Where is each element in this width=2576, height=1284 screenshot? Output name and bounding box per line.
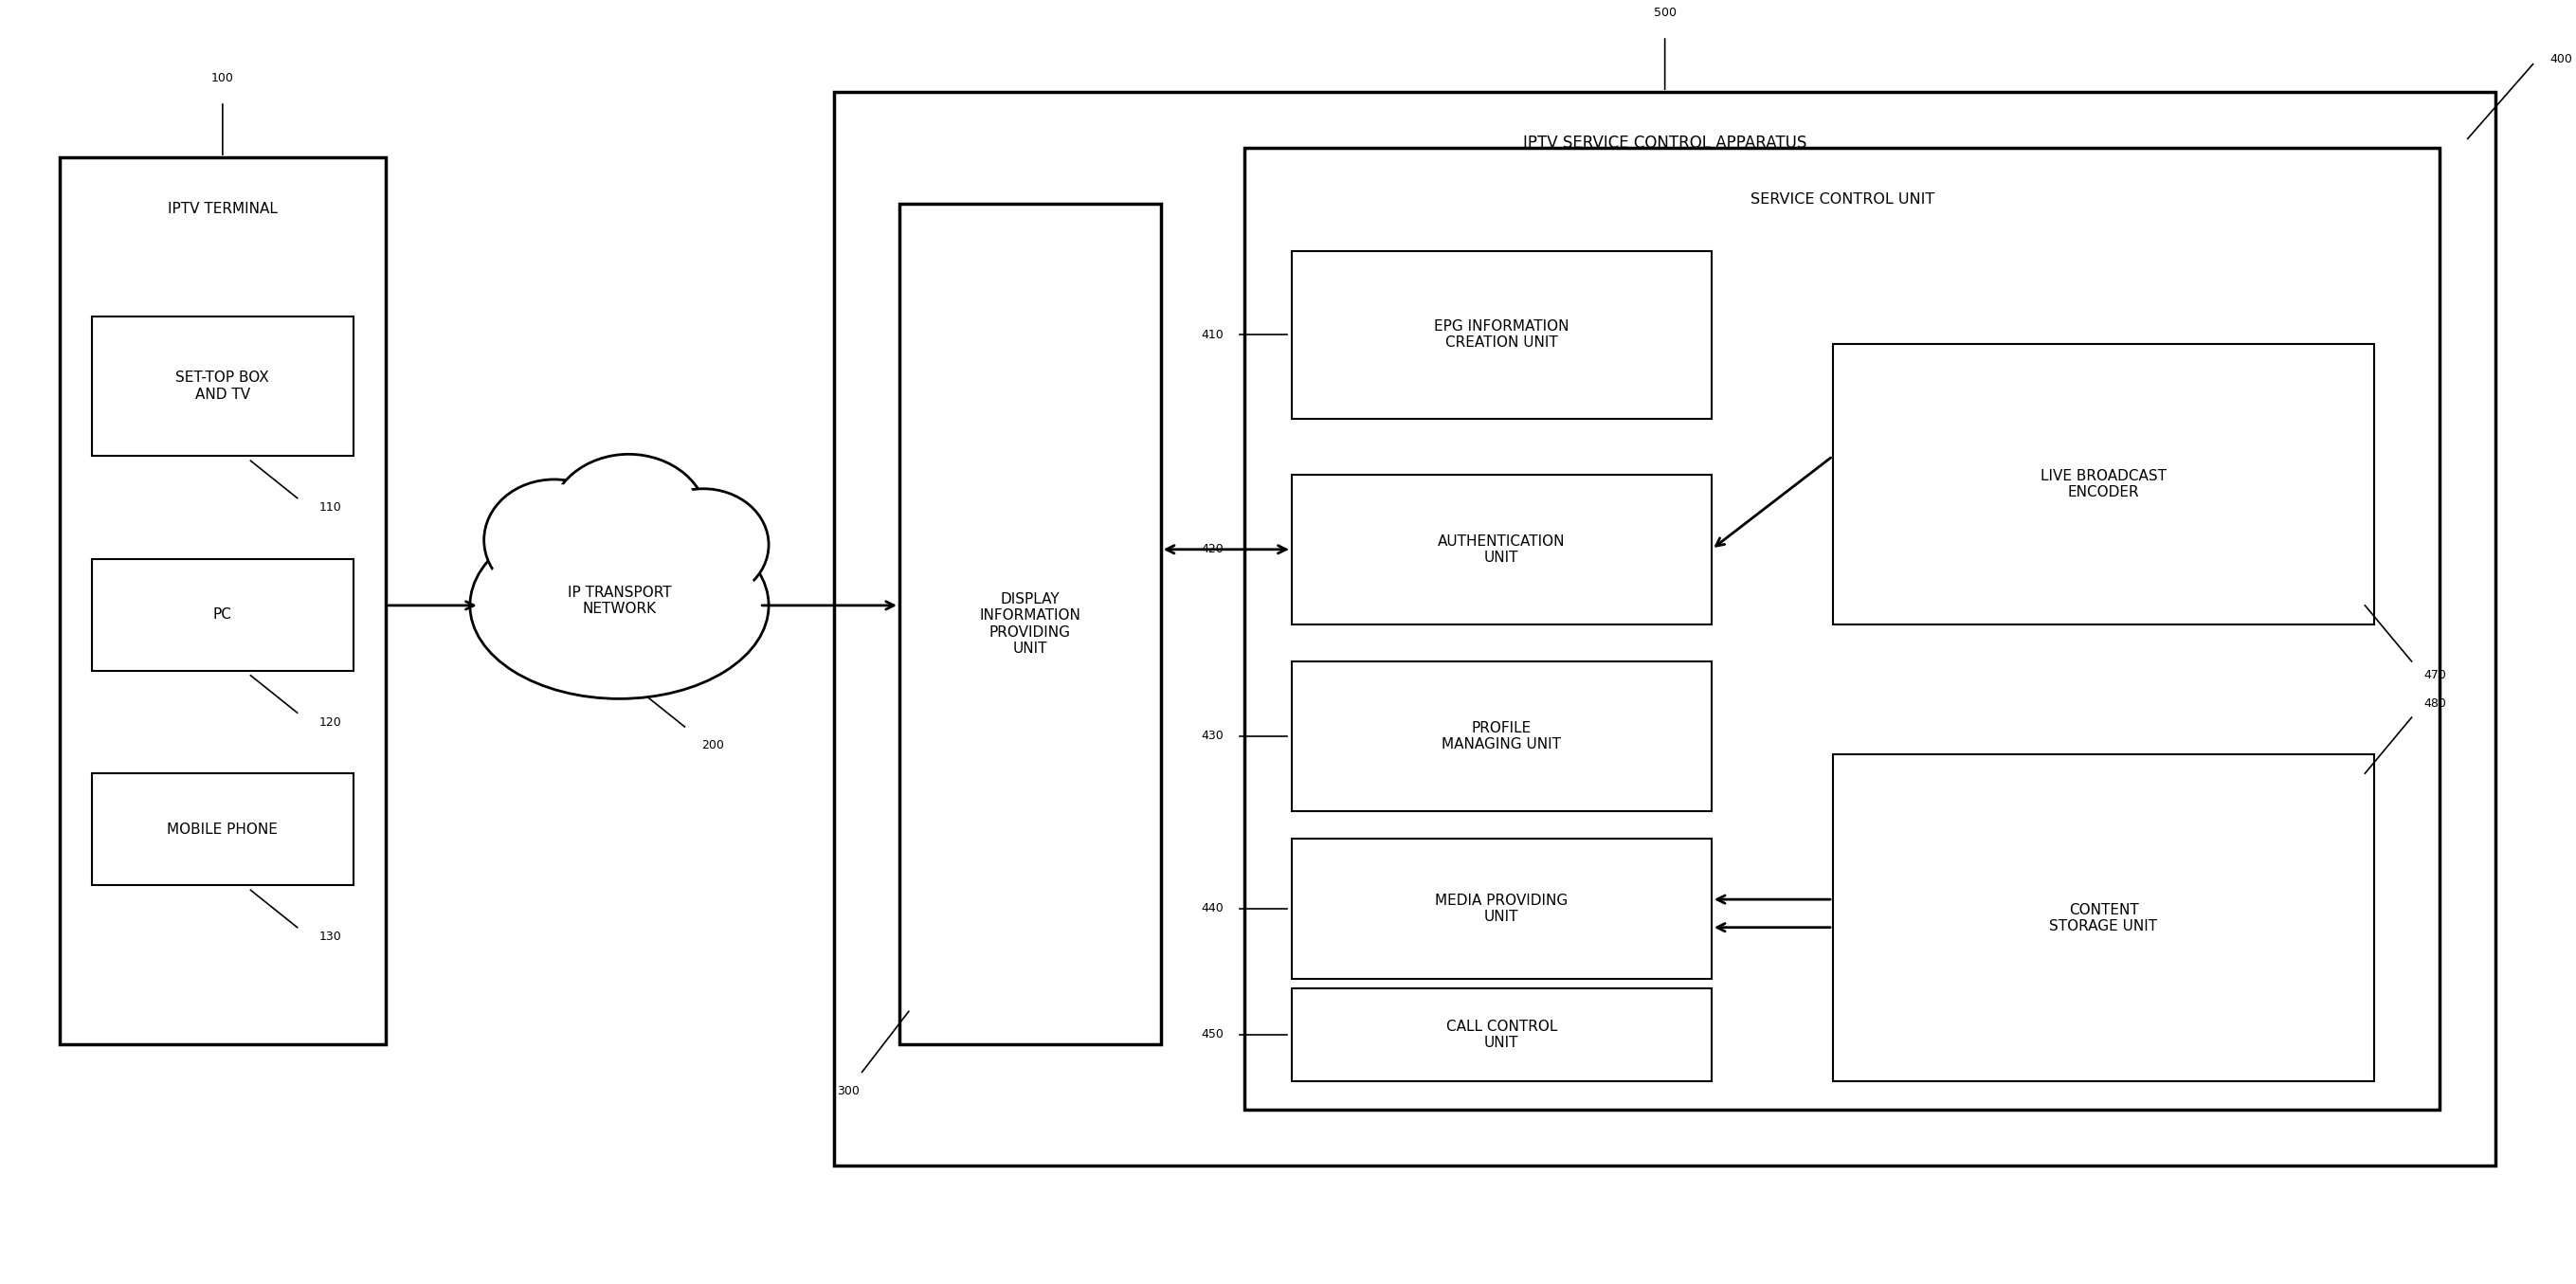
Text: IP TRANSPORT
NETWORK: IP TRANSPORT NETWORK bbox=[567, 586, 672, 616]
Text: PROFILE
MANAGING UNIT: PROFILE MANAGING UNIT bbox=[1443, 720, 1561, 751]
Text: DISPLAY
INFORMATION
PROVIDING
UNIT: DISPLAY INFORMATION PROVIDING UNIT bbox=[979, 592, 1082, 656]
Text: MEDIA PROVIDING
UNIT: MEDIA PROVIDING UNIT bbox=[1435, 894, 1569, 924]
Text: 110: 110 bbox=[319, 501, 340, 514]
FancyBboxPatch shape bbox=[1291, 989, 1710, 1081]
Ellipse shape bbox=[479, 521, 760, 690]
Text: 400: 400 bbox=[2550, 53, 2573, 65]
Text: 470: 470 bbox=[2424, 669, 2447, 682]
Ellipse shape bbox=[489, 484, 618, 596]
Text: 130: 130 bbox=[319, 931, 340, 942]
FancyBboxPatch shape bbox=[1291, 250, 1710, 419]
Ellipse shape bbox=[484, 479, 623, 601]
Text: 200: 200 bbox=[701, 740, 724, 751]
Text: SET-TOP BOX
AND TV: SET-TOP BOX AND TV bbox=[175, 371, 270, 402]
Text: MOBILE PHONE: MOBILE PHONE bbox=[167, 822, 278, 836]
FancyBboxPatch shape bbox=[1834, 344, 2375, 624]
Text: 500: 500 bbox=[1654, 6, 1677, 19]
Ellipse shape bbox=[469, 512, 768, 698]
FancyBboxPatch shape bbox=[1834, 755, 2375, 1081]
FancyBboxPatch shape bbox=[59, 158, 386, 1044]
FancyBboxPatch shape bbox=[1291, 838, 1710, 978]
Text: 410: 410 bbox=[1200, 329, 1224, 342]
Text: EPG INFORMATION
CREATION UNIT: EPG INFORMATION CREATION UNIT bbox=[1435, 320, 1569, 351]
Text: AUTHENTICATION
UNIT: AUTHENTICATION UNIT bbox=[1437, 534, 1566, 565]
FancyBboxPatch shape bbox=[899, 204, 1162, 1044]
FancyBboxPatch shape bbox=[93, 559, 353, 670]
Text: 100: 100 bbox=[211, 72, 234, 85]
FancyBboxPatch shape bbox=[1244, 148, 2439, 1109]
Ellipse shape bbox=[644, 493, 765, 597]
Text: 430: 430 bbox=[1200, 729, 1224, 742]
FancyBboxPatch shape bbox=[93, 773, 353, 886]
Text: PC: PC bbox=[214, 607, 232, 621]
Text: 440: 440 bbox=[1200, 903, 1224, 915]
Text: 420: 420 bbox=[1200, 543, 1224, 556]
Ellipse shape bbox=[549, 455, 708, 588]
Text: 450: 450 bbox=[1200, 1028, 1224, 1041]
FancyBboxPatch shape bbox=[93, 316, 353, 456]
FancyBboxPatch shape bbox=[835, 92, 2496, 1166]
Text: LIVE BROADCAST
ENCODER: LIVE BROADCAST ENCODER bbox=[2040, 469, 2166, 499]
Text: CALL CONTROL
UNIT: CALL CONTROL UNIT bbox=[1445, 1019, 1556, 1050]
Text: IPTV TERMINAL: IPTV TERMINAL bbox=[167, 202, 278, 216]
Text: 120: 120 bbox=[319, 716, 340, 728]
Text: SERVICE CONTROL UNIT: SERVICE CONTROL UNIT bbox=[1749, 193, 1935, 207]
Text: CONTENT
STORAGE UNIT: CONTENT STORAGE UNIT bbox=[2050, 903, 2159, 933]
FancyBboxPatch shape bbox=[1291, 475, 1710, 624]
Ellipse shape bbox=[639, 489, 768, 601]
Text: 480: 480 bbox=[2424, 697, 2447, 710]
FancyBboxPatch shape bbox=[1291, 661, 1710, 810]
Ellipse shape bbox=[556, 460, 703, 583]
Text: IPTV SERVICE CONTROL APPARATUS: IPTV SERVICE CONTROL APPARATUS bbox=[1522, 135, 1806, 152]
Text: 300: 300 bbox=[837, 1085, 860, 1097]
